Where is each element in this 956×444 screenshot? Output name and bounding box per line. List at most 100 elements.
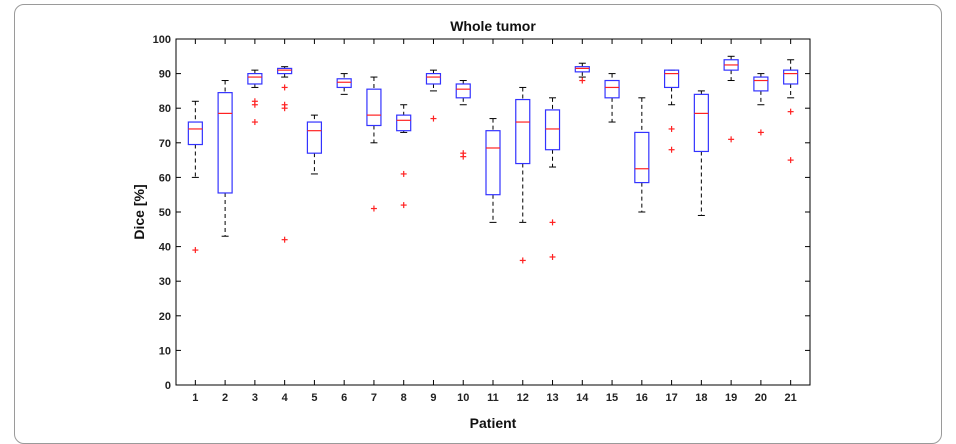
y-tick-label: 50	[159, 207, 171, 219]
box-patient-14	[574, 62, 590, 84]
box-patient-6	[336, 73, 352, 95]
x-tick-label: 6	[341, 392, 347, 404]
outlier-point	[192, 247, 199, 254]
box-patient-20	[753, 73, 769, 136]
box-iqr	[783, 69, 799, 85]
x-tick-label: 13	[546, 392, 558, 404]
box-patient-11	[485, 118, 501, 223]
x-tick-label: 14	[576, 392, 589, 404]
box-patient-5	[306, 114, 323, 175]
box-patient-19	[723, 55, 739, 143]
x-tick-label: 10	[457, 392, 469, 404]
x-tick-label: 9	[430, 392, 436, 404]
x-tick-label: 20	[755, 392, 767, 404]
y-tick-label: 40	[159, 242, 171, 254]
x-tick-label: 8	[401, 392, 407, 404]
y-tick-label: 80	[159, 103, 171, 115]
y-tick-label: 20	[159, 311, 171, 323]
box-iqr	[485, 130, 501, 196]
chart-title: Whole tumor	[450, 18, 536, 34]
y-tick-label: 100	[153, 34, 171, 46]
outlier-point	[400, 170, 407, 177]
y-tick-label: 0	[165, 380, 171, 392]
x-tick-label: 18	[695, 392, 707, 404]
box-iqr	[574, 66, 590, 73]
box-patient-21	[783, 59, 799, 164]
outlier-point	[728, 136, 735, 143]
box-iqr	[306, 121, 323, 154]
y-tick-label: 30	[159, 276, 171, 288]
box-patient-9	[425, 69, 442, 122]
outlier-point	[668, 125, 675, 132]
outlier-point	[787, 108, 794, 115]
box-patient-7	[366, 76, 382, 212]
x-tick-label: 15	[606, 392, 618, 404]
x-tick-label: 11	[487, 392, 499, 404]
outlier-point	[549, 253, 556, 260]
box-patient-8	[396, 104, 412, 209]
outlier-point	[251, 119, 258, 126]
box-iqr	[544, 109, 561, 151]
x-tick-label: 12	[517, 392, 529, 404]
box-iqr	[693, 93, 709, 153]
x-tick-label: 7	[371, 392, 377, 404]
box-iqr	[396, 114, 412, 132]
box-iqr	[604, 79, 620, 99]
box-iqr	[425, 72, 442, 85]
box-patient-12	[515, 86, 531, 264]
outlier-point	[549, 219, 556, 226]
outlier-point	[787, 157, 794, 164]
box-patient-15	[604, 73, 620, 123]
box-patient-3	[247, 69, 263, 126]
x-tick-label: 17	[665, 392, 677, 404]
box-iqr	[663, 69, 680, 89]
outlier-point	[281, 236, 288, 243]
outlier-point	[668, 146, 675, 153]
outlier-point	[400, 202, 407, 209]
box-iqr	[634, 131, 650, 184]
box-iqr	[455, 83, 471, 99]
box-patient-18	[693, 90, 709, 216]
y-tick-label: 90	[159, 69, 171, 81]
x-axis-label: Patient	[470, 415, 517, 430]
box-patient-4	[277, 66, 293, 243]
y-axis: 0 10 20 30 40 50 60 70 80 90 100	[153, 34, 810, 392]
outlier-point	[757, 129, 764, 136]
box-iqr	[336, 78, 352, 89]
box-patient-10	[455, 80, 471, 160]
box-iqr	[277, 67, 293, 75]
outlier-point	[579, 77, 586, 84]
box-patient-16	[634, 97, 650, 213]
box-iqr	[247, 72, 263, 85]
outlier-point	[430, 115, 437, 122]
y-axis-label: Dice [%]	[131, 184, 147, 239]
outlier-point	[370, 205, 377, 212]
outlier-point	[281, 105, 288, 112]
y-tick-label: 10	[159, 345, 171, 357]
box-iqr	[515, 98, 531, 165]
outlier-point	[460, 153, 467, 160]
box-patient-17	[663, 69, 680, 153]
x-tick-label: 21	[785, 392, 797, 404]
outlier-point	[251, 101, 258, 108]
y-tick-label: 70	[159, 138, 171, 150]
box-iqr	[753, 76, 769, 92]
box-patient-1	[187, 100, 203, 254]
x-tick-label: 19	[725, 392, 737, 404]
y-tick-label: 60	[159, 172, 171, 184]
x-tick-label: 5	[311, 392, 317, 404]
box-iqr	[366, 88, 382, 127]
box-patient-2	[217, 80, 233, 237]
x-tick-label: 2	[222, 392, 228, 404]
box-iqr	[217, 92, 233, 194]
x-tick-label: 3	[252, 392, 258, 404]
outlier-point	[281, 84, 288, 91]
box-patient-13	[544, 97, 561, 260]
chart-marks	[187, 55, 799, 264]
x-axis: 1 2 3 4 5 6 7 8 9 10 11 12 13 14 15 16 17 18 19 20 21	[192, 39, 797, 404]
box-iqr	[187, 121, 203, 146]
outlier-point	[519, 257, 526, 264]
x-tick-label: 16	[636, 392, 648, 404]
x-tick-label: 1	[192, 392, 198, 404]
